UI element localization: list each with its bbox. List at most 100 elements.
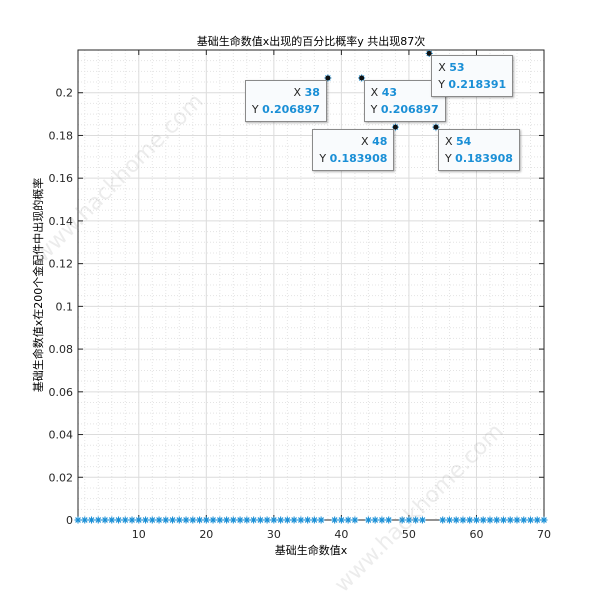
datatip-y-label: Y <box>444 152 452 166</box>
marker-stroke <box>203 517 210 523</box>
y-tick-label: 0.2 <box>56 87 74 100</box>
data-point-marker <box>189 516 197 524</box>
datatip-anchor <box>433 124 439 130</box>
datatip-y-label: Y <box>370 102 378 116</box>
marker-stroke <box>406 517 412 523</box>
data-point-marker <box>250 516 258 524</box>
data-point-marker <box>479 516 487 524</box>
datatip-x-label: X <box>438 61 446 75</box>
marker-stroke <box>527 517 534 523</box>
marker-stroke <box>493 517 500 523</box>
data-point-marker <box>202 516 210 524</box>
marker-stroke <box>102 517 108 523</box>
datatip[interactable]: X 54 Y 0.183908 <box>437 129 520 172</box>
marker-stroke <box>264 517 270 523</box>
marker-stroke <box>399 517 406 523</box>
marker-stroke <box>365 517 372 523</box>
marker-stroke <box>480 517 487 523</box>
marker-stroke <box>183 517 189 523</box>
marker-stroke <box>331 517 338 523</box>
datatip-y-label: Y <box>438 78 445 92</box>
marker-stroke <box>453 517 460 523</box>
marker-stroke <box>88 517 95 523</box>
data-point-marker <box>459 516 467 524</box>
data-point-marker <box>533 516 541 524</box>
data-point-marker <box>115 516 123 524</box>
data-point-marker <box>499 516 507 524</box>
datatip-y-label: Y <box>319 152 327 166</box>
data-point-marker <box>364 516 372 524</box>
data-point-marker <box>135 516 143 524</box>
y-tick-label: 0.08 <box>49 343 74 356</box>
marker-stroke <box>304 517 311 523</box>
datatip-x-label: X <box>293 85 302 99</box>
marker-stroke <box>372 517 378 523</box>
marker-stroke <box>257 517 264 523</box>
data-point-marker <box>452 516 460 524</box>
datatip-x-value: 43 <box>381 85 397 99</box>
data-point-marker <box>540 516 548 524</box>
y-tick-label: 0.12 <box>49 258 74 271</box>
plot-area <box>78 50 544 520</box>
marker-stroke <box>95 517 102 523</box>
data-point-marker <box>351 516 359 524</box>
data-point-marker <box>371 516 379 524</box>
data-point-marker <box>526 516 534 524</box>
marker-stroke <box>176 517 183 523</box>
datatip[interactable]: X 48 Y 0.183908 <box>312 129 395 172</box>
x-tick-label: 50 <box>402 528 416 541</box>
x-tick-label: 60 <box>469 528 483 541</box>
marker-stroke <box>135 517 142 523</box>
data-point-marker <box>128 516 136 524</box>
data-point-marker <box>216 516 224 524</box>
datatip-x-label: X <box>361 135 369 149</box>
marker-stroke <box>466 517 473 523</box>
data-point-marker <box>337 516 345 524</box>
y-tick-label: 0.14 <box>49 215 74 228</box>
data-point-marker <box>439 516 447 524</box>
marker-stroke <box>210 517 216 523</box>
marker-stroke <box>277 517 284 523</box>
marker-stroke <box>108 517 115 523</box>
data-point-marker <box>317 516 325 524</box>
x-tick-label: 40 <box>334 528 348 541</box>
marker-stroke <box>514 517 520 523</box>
marker-stroke <box>379 517 385 523</box>
marker-stroke <box>473 517 480 523</box>
datatip[interactable]: X 38 Y 0.206897 <box>244 79 327 122</box>
data-point-marker <box>196 516 204 524</box>
data-point-marker <box>331 516 339 524</box>
datatip[interactable]: X 53 Y 0.218391 <box>431 55 514 98</box>
marker-stroke <box>541 517 547 523</box>
data-point-marker <box>385 516 393 524</box>
datatip-x-value: 48 <box>372 135 388 149</box>
marker-stroke <box>149 517 156 523</box>
data-point-marker <box>297 516 305 524</box>
data-point-marker <box>175 516 183 524</box>
data-point-marker <box>81 516 89 524</box>
marker-stroke <box>81 517 88 523</box>
data-point-marker <box>283 516 291 524</box>
datatip-y-value: 0.206897 <box>380 102 439 116</box>
data-point-marker <box>304 516 312 524</box>
data-point-marker <box>310 516 318 524</box>
marker-stroke <box>250 517 257 523</box>
marker-stroke <box>338 517 345 523</box>
datatip-x-value: 38 <box>304 85 320 99</box>
data-point-marker <box>493 516 501 524</box>
y-tick-label: 0.16 <box>49 172 74 185</box>
marker-stroke <box>115 517 122 523</box>
marker-stroke <box>216 517 223 523</box>
x-tick-label: 70 <box>537 528 551 541</box>
data-point-marker <box>412 516 420 524</box>
data-point-marker <box>229 516 237 524</box>
marker-stroke <box>318 517 324 523</box>
x-tick-label: 30 <box>267 528 281 541</box>
marker-stroke <box>162 517 169 523</box>
marker-stroke <box>129 517 135 523</box>
marker-stroke <box>298 517 304 523</box>
y-tick-label: 0.04 <box>49 429 74 442</box>
marker-stroke <box>460 517 466 523</box>
